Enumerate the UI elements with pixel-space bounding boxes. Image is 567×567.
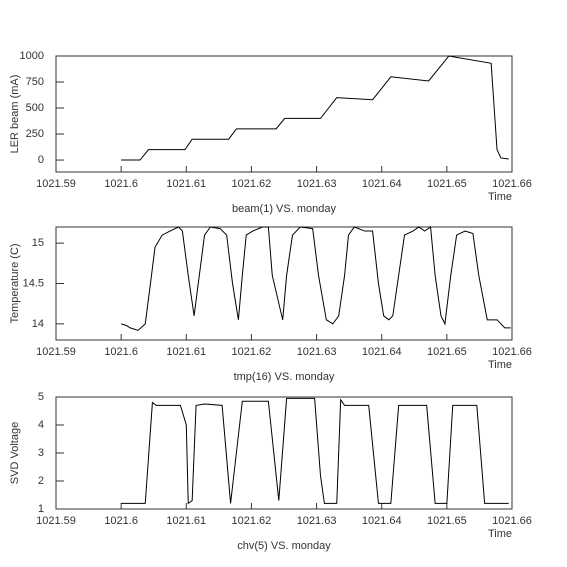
- y-axis-label: LER beam (mA): [9, 75, 21, 154]
- y-tick-label: 3: [38, 447, 44, 459]
- y-tick-label: 250: [26, 128, 44, 140]
- y-tick-label: 0: [38, 154, 44, 166]
- x-tick-label: 1021.63: [297, 178, 337, 190]
- x-tick-label: 1021.65: [427, 515, 467, 527]
- x-tick-label: 1021.62: [232, 346, 272, 358]
- y-tick-label: 1000: [20, 50, 44, 62]
- x-tick-label: 1021.63: [297, 515, 337, 527]
- plot-frame: [55, 396, 513, 510]
- y-axis-label: Temperature (C): [9, 243, 21, 323]
- plot-frame: [55, 226, 513, 341]
- x-tick-label: 1021.64: [362, 178, 402, 190]
- x-tick-label: 1021.6: [104, 515, 138, 527]
- y-tick-label: 14: [32, 318, 44, 330]
- y-tick-label: 1: [38, 503, 44, 515]
- y-tick-label: 14.5: [23, 277, 44, 289]
- chart-title: chv(5) VS. monday: [237, 540, 331, 552]
- x-tick-label: 1021.66: [492, 515, 532, 527]
- x-tick-label: 1021.62: [232, 515, 272, 527]
- y-tick-label: 15: [32, 237, 44, 249]
- x-tick-label: 1021.65: [427, 346, 467, 358]
- x-tick-label: 1021.64: [362, 515, 402, 527]
- y-tick-label: 5: [38, 391, 44, 403]
- plot-frame: [55, 55, 513, 173]
- data-line: [120, 226, 511, 331]
- y-tick-label: 500: [26, 102, 44, 114]
- x-tick-label: 1021.62: [232, 178, 272, 190]
- chart-title: tmp(16) VS. monday: [234, 371, 335, 383]
- x-tick-label: 1021.64: [362, 346, 402, 358]
- data-line: [121, 55, 509, 161]
- chart-title: beam(1) VS. monday: [232, 203, 336, 215]
- x-tick-label: 1021.66: [492, 346, 532, 358]
- x-tick-label: 1021.59: [36, 346, 76, 358]
- y-tick-label: 4: [38, 419, 44, 431]
- x-tick-label: 1021.59: [36, 178, 76, 190]
- y-tick-label: 2: [38, 475, 44, 487]
- x-tick-label: 1021.61: [166, 178, 206, 190]
- x-axis-label: Time: [488, 528, 512, 540]
- y-axis-label: SVD Voltage: [9, 422, 21, 484]
- x-tick-label: 1021.6: [104, 346, 138, 358]
- x-tick-label: 1021.61: [166, 346, 206, 358]
- y-tick-label: 750: [26, 76, 44, 88]
- x-tick-label: 1021.59: [36, 515, 76, 527]
- x-tick-label: 1021.61: [166, 515, 206, 527]
- x-tick-label: 1021.66: [492, 178, 532, 190]
- x-tick-label: 1021.65: [427, 178, 467, 190]
- x-tick-label: 1021.6: [104, 178, 138, 190]
- x-tick-label: 1021.63: [297, 346, 337, 358]
- x-axis-label: Time: [488, 359, 512, 371]
- x-axis-label: Time: [488, 191, 512, 203]
- data-line: [121, 397, 509, 505]
